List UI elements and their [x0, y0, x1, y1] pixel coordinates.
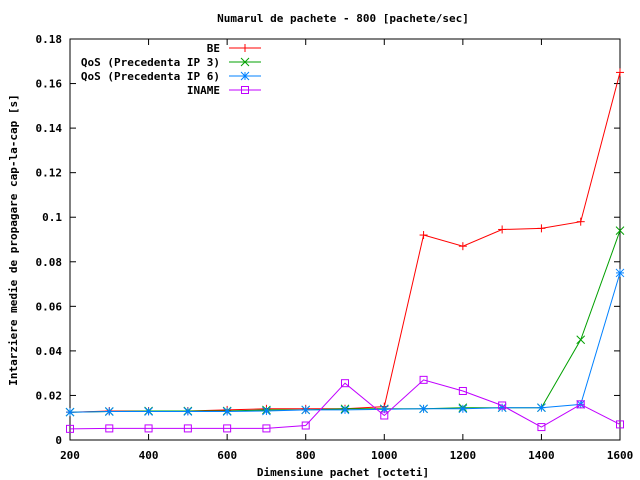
data-point [341, 379, 349, 388]
data-point [537, 403, 546, 413]
data-point [615, 226, 625, 235]
data-point [144, 424, 153, 433]
x-tick-label: 200 [60, 449, 80, 462]
data-point [576, 335, 586, 345]
legend-marker [240, 71, 250, 81]
series-qos-precedenta-ip-6 [65, 268, 625, 417]
legend-marker [241, 86, 249, 94]
y-tick-label: 0.04 [36, 345, 63, 358]
data-point [458, 242, 467, 251]
data-point [144, 407, 153, 416]
data-point [419, 375, 428, 384]
data-point [223, 424, 232, 433]
data-point [301, 405, 311, 415]
x-tick-label: 1600 [607, 449, 634, 462]
x-axis-label: Dimensiune pachet [octeti] [257, 466, 429, 479]
data-point [65, 407, 75, 417]
legend-label: QoS (Precedenta IP 3) [81, 56, 220, 69]
data-point [458, 404, 468, 414]
x-tick-label: 600 [217, 449, 237, 462]
series-qos-precedenta-ip-3 [65, 226, 625, 417]
y-tick-label: 0.16 [36, 78, 63, 91]
y-tick-label: 0.14 [36, 122, 63, 135]
legend-label: QoS (Precedenta IP 6) [81, 70, 220, 83]
series-be [66, 68, 624, 417]
data-point [104, 407, 114, 416]
data-point [301, 421, 310, 430]
data-point [419, 404, 428, 414]
data-point [537, 423, 546, 432]
data-point [262, 406, 271, 416]
series-line-iname [69, 379, 621, 430]
y-tick-label: 0 [55, 434, 62, 447]
y-tick-label: 0.06 [36, 300, 63, 313]
y-tick-label: 0.1 [42, 211, 62, 224]
plot-frame [69, 38, 621, 441]
data-point [183, 407, 193, 416]
series-iname [66, 375, 624, 433]
y-tick-label: 0.08 [36, 256, 63, 269]
data-point [105, 424, 114, 433]
data-point [616, 420, 624, 429]
data-point [419, 231, 428, 240]
legend-label: INAME [187, 84, 220, 97]
x-tick-label: 1000 [371, 449, 398, 462]
series-line-qos-precedenta-ip-6 [69, 272, 621, 413]
series-line-qos-precedenta-ip-3 [69, 230, 621, 413]
y-tick-label: 0.12 [36, 167, 63, 180]
data-point [537, 224, 546, 233]
data-point [576, 400, 585, 409]
data-point [183, 424, 192, 433]
data-point [615, 268, 625, 278]
legend-label: BE [207, 42, 220, 55]
data-point [576, 217, 585, 226]
data-point [380, 411, 389, 420]
x-tick-label: 1400 [528, 449, 555, 462]
legend-marker [241, 44, 249, 52]
data-point [498, 401, 507, 410]
y-tick-label: 0.02 [36, 389, 63, 402]
axis-ticks: 0 0.02 0.04 0.06 0.08 0.1 0.12 0.14 0.16 0.18 200 4… [36, 33, 634, 462]
x-tick-label: 1200 [450, 449, 477, 462]
x-tick-label: 400 [139, 449, 159, 462]
data-point [262, 424, 271, 433]
x-tick-label: 800 [296, 449, 316, 462]
data-point [222, 407, 232, 416]
legend-marker [240, 57, 250, 67]
data-point [498, 225, 507, 234]
data-point [66, 424, 74, 433]
chart-title: Numarul de pachete - 800 [pachete/sec] [217, 12, 469, 25]
series-group [65, 68, 625, 433]
data-point [340, 405, 350, 415]
y-tick-label: 0.18 [36, 33, 63, 46]
series-line-be [69, 72, 621, 413]
data-point [458, 386, 467, 395]
data-point [616, 68, 624, 77]
y-axis-label: Intarziere medie de propagare cap-la-cap… [7, 94, 20, 385]
